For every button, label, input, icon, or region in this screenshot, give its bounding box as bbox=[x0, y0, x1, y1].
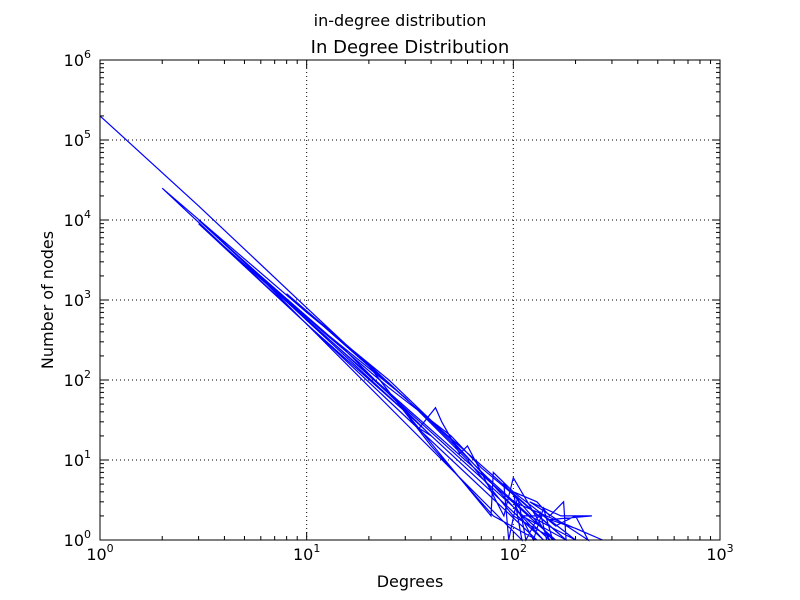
y-tick-label: 102 bbox=[64, 368, 91, 390]
y-tick-label: 101 bbox=[64, 448, 91, 470]
y-tick-label: 106 bbox=[64, 48, 91, 70]
y-tick-label: 100 bbox=[64, 528, 91, 550]
grid-lines bbox=[100, 60, 720, 540]
y-tick-label: 105 bbox=[64, 128, 91, 150]
figure-suptitle: in-degree distribution bbox=[314, 11, 487, 30]
x-tick-label: 102 bbox=[500, 542, 527, 564]
tick-labels: 100 101 102 103 100 101 102 103 104 105 106 bbox=[64, 48, 734, 564]
series-line-0 bbox=[99, 115, 603, 542]
x-axis-label: Degrees bbox=[377, 572, 444, 591]
x-tick-label: 103 bbox=[706, 542, 733, 564]
series-group bbox=[99, 115, 603, 542]
y-axis-label: Number of nodes bbox=[38, 231, 57, 369]
axis-ticks bbox=[99, 59, 721, 541]
chart-title: In Degree Distribution bbox=[311, 37, 510, 58]
y-tick-label: 104 bbox=[64, 208, 91, 230]
y-tick-label: 103 bbox=[64, 288, 91, 310]
x-tick-label: 101 bbox=[293, 542, 320, 564]
x-tick-label: 100 bbox=[86, 542, 113, 564]
